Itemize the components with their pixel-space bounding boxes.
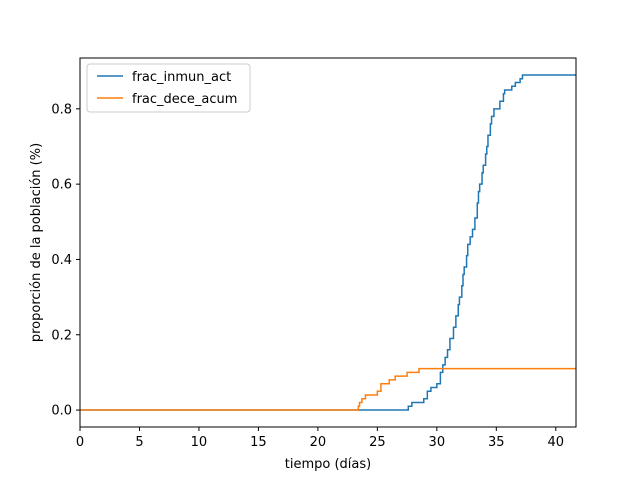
series-layer [80, 74, 576, 411]
x-tick-label: 20 [310, 435, 327, 450]
x-tick-label: 0 [76, 435, 84, 450]
x-tick-label: 5 [135, 435, 143, 450]
axes-frame [79, 57, 577, 428]
x-tick-label: 10 [191, 435, 208, 450]
y-tick-label: 0.6 [51, 178, 72, 193]
legend-box [86, 63, 251, 113]
y-axis-label: proporción de la población (%) [29, 143, 44, 342]
x-tick-label: 40 [548, 435, 565, 450]
plot-area [80, 58, 576, 427]
x-tick-label: 35 [488, 435, 505, 450]
legend: frac_inmun_act frac_dece_acum [86, 63, 251, 113]
x-tick-label: 15 [250, 435, 267, 450]
legend-label-frac-inmun-act: frac_inmun_act [132, 70, 231, 85]
y-tick-label: 0.8 [51, 102, 72, 117]
x-tick-label: 25 [369, 435, 386, 450]
y-axis-ticks: 0.0 0.2 0.4 0.6 0.8 [51, 102, 80, 419]
series-line-frac-dece-acum [80, 367, 576, 411]
x-axis-ticks: 0 5 10 15 20 25 30 35 40 [76, 427, 564, 450]
y-tick-label: 0.4 [51, 253, 72, 268]
series-line-frac-inmun-act [80, 74, 576, 411]
x-axis-label: tiempo (días) [285, 457, 371, 472]
y-tick-label: 0.2 [51, 328, 72, 343]
x-tick-label: 30 [429, 435, 446, 450]
y-tick-label: 0.0 [51, 404, 72, 419]
legend-label-frac-dece-acum: frac_dece_acum [132, 92, 237, 107]
